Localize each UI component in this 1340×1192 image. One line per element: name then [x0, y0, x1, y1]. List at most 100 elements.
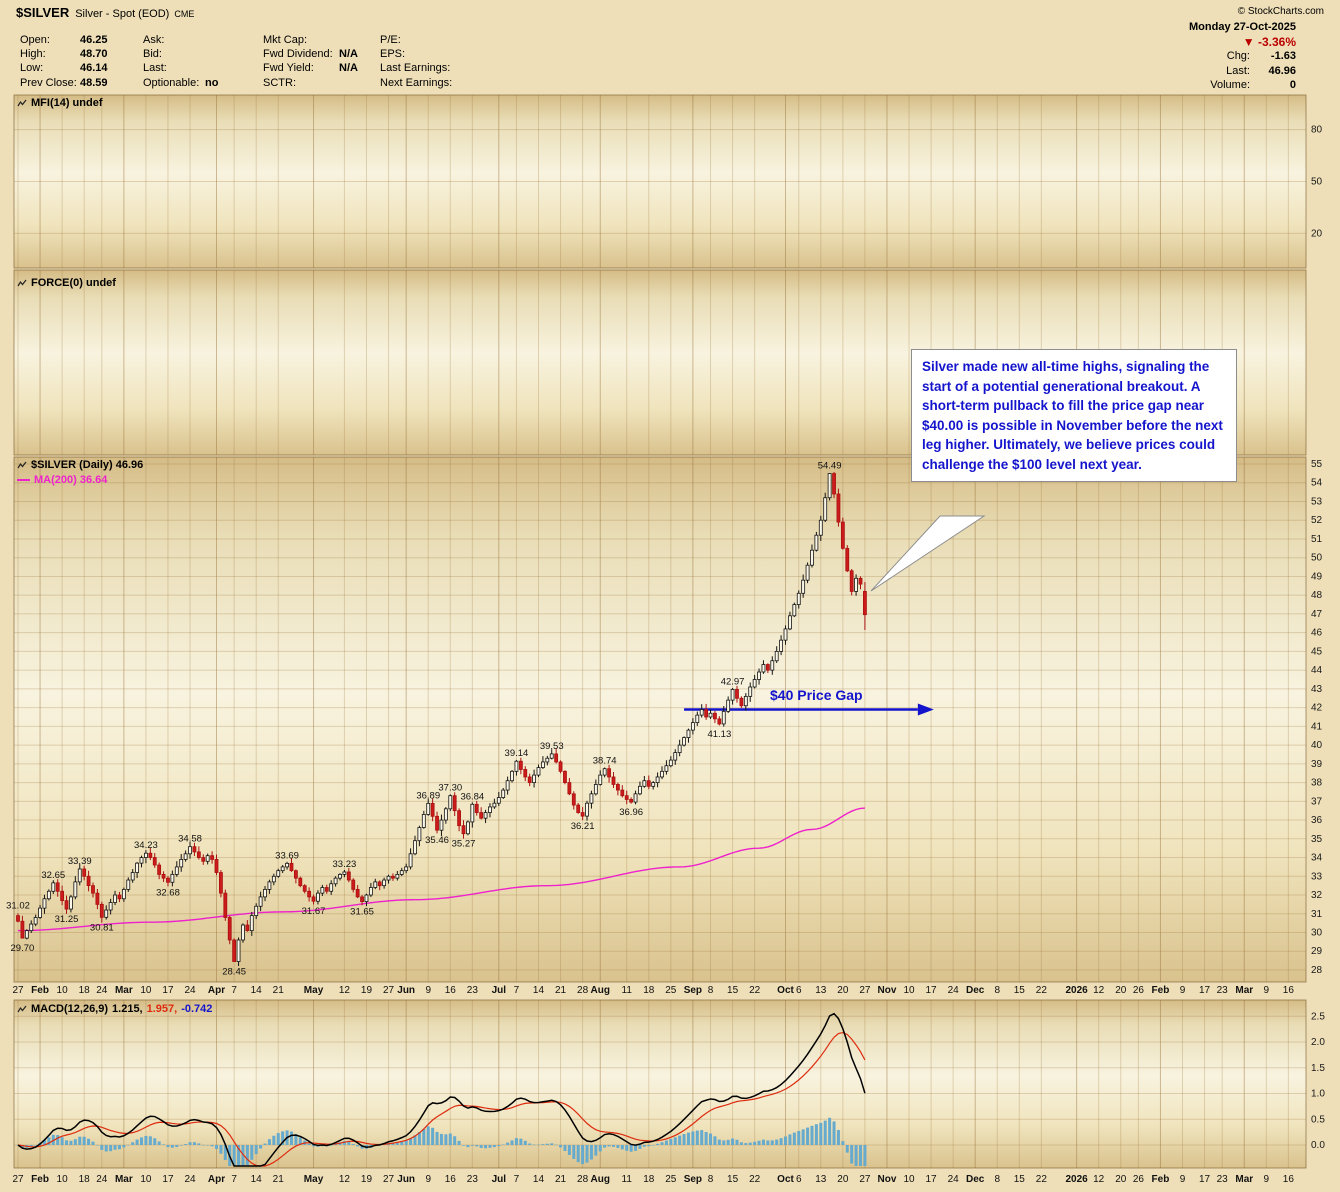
svg-text:13: 13: [815, 1174, 827, 1185]
svg-text:23: 23: [1217, 985, 1229, 996]
ma200-line: [17, 807, 865, 932]
ma200-legend: MA(200) 36.64: [17, 474, 107, 486]
macd-value: 1.215,: [112, 1003, 143, 1015]
svg-text:27: 27: [859, 985, 871, 996]
svg-text:21: 21: [273, 985, 285, 996]
svg-text:16: 16: [445, 985, 457, 996]
quote-prev-close: Prev Close: 48.59: [20, 76, 108, 89]
svg-text:41: 41: [1311, 721, 1323, 732]
svg-text:0.5: 0.5: [1311, 1114, 1325, 1125]
svg-text:34.23: 34.23: [134, 840, 158, 851]
svg-text:9: 9: [1180, 985, 1186, 996]
quote-ask: Ask:: [143, 34, 165, 46]
svg-text:45: 45: [1311, 646, 1323, 657]
svg-text:32.65: 32.65: [41, 870, 65, 881]
svg-text:Mar: Mar: [1235, 1174, 1253, 1185]
svg-text:7: 7: [514, 985, 520, 996]
svg-text:31: 31: [1311, 909, 1323, 920]
quote-low: Low: 46.14: [20, 62, 108, 75]
svg-text:30.81: 30.81: [90, 922, 114, 933]
svg-text:43: 43: [1311, 684, 1323, 695]
svg-text:48: 48: [1311, 590, 1323, 601]
svg-text:15: 15: [1014, 985, 1026, 996]
svg-text:26: 26: [1133, 985, 1145, 996]
callout-tail: [870, 515, 986, 592]
svg-text:9: 9: [425, 1174, 431, 1185]
svg-text:50: 50: [1311, 553, 1323, 564]
svg-text:9: 9: [1264, 1174, 1270, 1185]
svg-text:52: 52: [1311, 515, 1323, 526]
title-bar: $SILVER Silver - Spot (EOD) CME: [16, 4, 194, 22]
svg-text:34: 34: [1311, 853, 1323, 864]
svg-text:44: 44: [1311, 665, 1323, 676]
svg-text:38: 38: [1311, 778, 1323, 789]
svg-text:14: 14: [533, 1174, 545, 1185]
quote-next-earnings: Next Earnings:: [380, 76, 453, 89]
svg-text:Dec: Dec: [966, 1174, 985, 1185]
svg-text:12: 12: [1093, 985, 1105, 996]
svg-text:27: 27: [859, 1174, 871, 1185]
svg-text:10: 10: [903, 985, 915, 996]
quote-summary: Monday 27-Oct-2025 ▼ -3.36% Chg: -1.63 La…: [1189, 20, 1296, 93]
svg-text:17: 17: [1199, 985, 1211, 996]
svg-text:35.46: 35.46: [425, 835, 449, 846]
indicator-icon: [17, 279, 27, 287]
svg-text:Aug: Aug: [591, 985, 610, 996]
svg-text:15: 15: [1014, 1174, 1026, 1185]
svg-text:20: 20: [1115, 1174, 1127, 1185]
svg-text:18: 18: [643, 1174, 655, 1185]
svg-text:7: 7: [231, 1174, 237, 1185]
mfi-panel: [14, 95, 1306, 268]
force-legend: FORCE(0) undef: [17, 277, 116, 289]
svg-text:36: 36: [1311, 815, 1323, 826]
svg-text:36.89: 36.89: [416, 790, 440, 801]
quote-high: High: 48.70: [20, 48, 108, 61]
exchange-label: CME: [174, 9, 195, 19]
svg-text:32.68: 32.68: [156, 887, 180, 898]
date-label: Monday 27-Oct-2025: [1189, 21, 1296, 33]
svg-text:19: 19: [361, 1174, 373, 1185]
svg-text:28: 28: [577, 985, 589, 996]
svg-text:28: 28: [577, 1174, 589, 1185]
svg-text:20: 20: [1311, 228, 1323, 239]
macd-hist-value: -0.742: [181, 1003, 213, 1015]
x-axis-ticks: 27 27 Feb Feb 10 10 18 18 24 24 Mar Mar 10 10 17 17 24 24…: [12, 985, 1294, 1185]
down-arrow-icon: ▼: [1242, 34, 1255, 49]
svg-text:10: 10: [57, 985, 69, 996]
svg-text:Mar: Mar: [115, 985, 133, 996]
quote-column-3: Mkt Cap: Fwd Dividend: N/A Fwd Yield: N/A …: [263, 33, 358, 90]
svg-text:36.21: 36.21: [571, 821, 595, 832]
svg-text:2.0: 2.0: [1311, 1037, 1325, 1048]
svg-text:36.96: 36.96: [619, 807, 643, 818]
svg-text:15: 15: [727, 1174, 739, 1185]
change-badge: ▼ -3.36%: [1189, 35, 1296, 50]
quote-pe: P/E:: [380, 34, 401, 46]
svg-text:51: 51: [1311, 534, 1323, 545]
svg-text:Feb: Feb: [31, 985, 49, 996]
svg-text:31.65: 31.65: [350, 907, 374, 918]
svg-text:Mar: Mar: [115, 1174, 133, 1185]
svg-text:10: 10: [140, 1174, 152, 1185]
svg-text:1.0: 1.0: [1311, 1089, 1325, 1100]
svg-text:27: 27: [383, 1174, 395, 1185]
svg-text:10: 10: [57, 1174, 69, 1185]
svg-text:2026: 2026: [1066, 1174, 1089, 1185]
main-legend: $SILVER (Daily) 46.96: [17, 459, 143, 471]
symbol-name: Silver - Spot (EOD): [75, 8, 170, 20]
quote-chg: Chg: -1.63: [1226, 50, 1296, 62]
svg-text:28.45: 28.45: [222, 967, 246, 978]
pivot-labels: 31.02 29.70 32.65 31.25 33.39 30.81 34.23 32.68…: [6, 461, 841, 978]
svg-text:55: 55: [1311, 459, 1323, 470]
svg-text:37.30: 37.30: [438, 783, 462, 794]
quote-eps: EPS:: [380, 48, 406, 61]
quote-last-earnings: Last Earnings:: [380, 62, 451, 75]
quote-sctr: SCTR:: [263, 76, 296, 89]
svg-text:16: 16: [1283, 1174, 1295, 1185]
svg-text:11: 11: [622, 1174, 633, 1185]
svg-text:42.97: 42.97: [721, 676, 745, 687]
panel-borders: [13, 94, 1307, 1169]
svg-text:40: 40: [1311, 740, 1323, 751]
svg-text:Jun: Jun: [397, 985, 415, 996]
svg-text:37: 37: [1311, 796, 1323, 807]
